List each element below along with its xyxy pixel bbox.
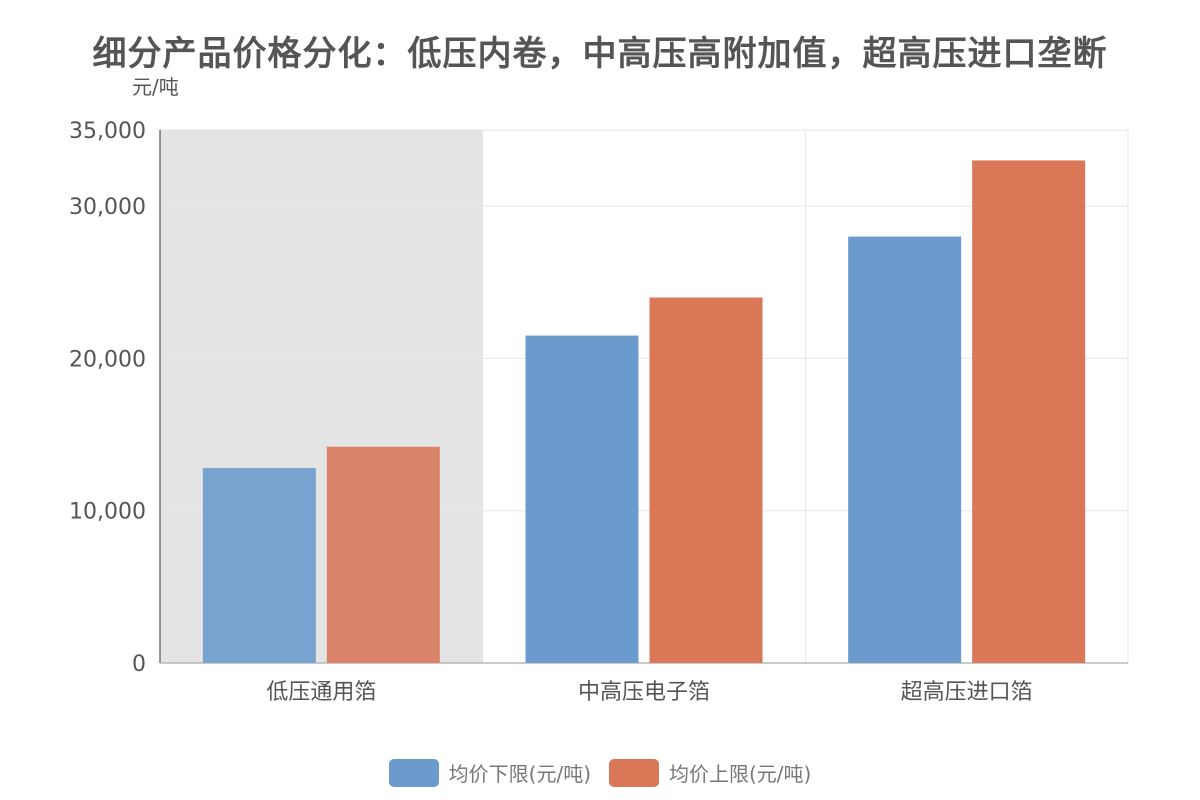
legend: 均价下限(元/吨) 均价上限(元/吨)	[0, 758, 1200, 787]
chart-title: 细分产品价格分化：低压内卷，中高压高附加值，超高压进口垄断	[92, 34, 1108, 74]
bar-upper-0	[326, 446, 440, 663]
bar-upper-2	[972, 160, 1086, 663]
y-tick-label: 20,000	[69, 347, 146, 372]
y-tick-label: 30,000	[69, 195, 146, 220]
y-axis-label: 元/吨	[132, 75, 179, 99]
y-tick-label: 10,000	[69, 500, 146, 525]
y-tick-label: 0	[132, 652, 146, 677]
legend-swatch-upper	[609, 758, 659, 787]
bar-upper-1	[649, 297, 763, 663]
bar-lower-0	[202, 468, 316, 663]
legend-item-upper[interactable]: 均价上限(元/吨)	[609, 758, 811, 787]
x-tick-label: 中高压电子箔	[578, 680, 710, 705]
legend-label-lower: 均价下限(元/吨)	[448, 762, 591, 786]
x-tick-label: 超高压进口箔	[901, 680, 1033, 705]
bar-lower-2	[848, 236, 962, 663]
legend-label-upper: 均价上限(元/吨)	[669, 762, 812, 786]
legend-item-lower[interactable]: 均价下限(元/吨)	[388, 758, 591, 787]
x-tick-label: 低压通用箔	[266, 680, 376, 705]
bar-lower-1	[525, 335, 639, 663]
legend-swatch-lower	[388, 758, 439, 787]
y-tick-label: 35,000	[69, 119, 146, 144]
